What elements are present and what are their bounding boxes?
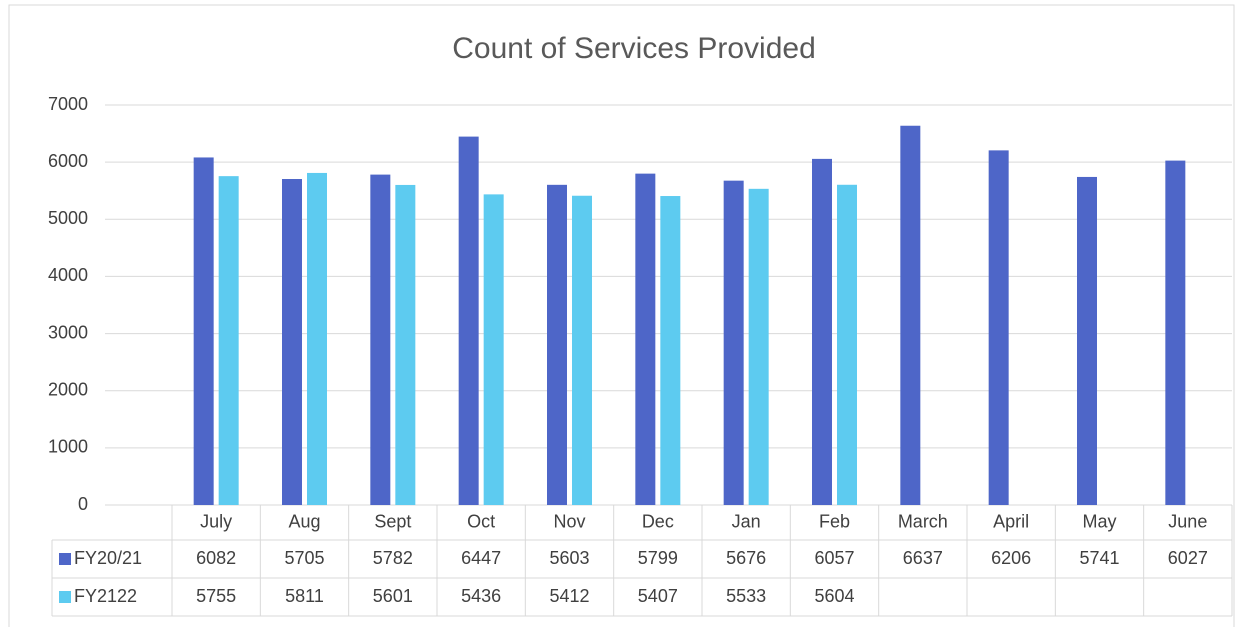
x-tick-label: Sept	[374, 511, 411, 531]
bar	[218, 176, 239, 505]
bar	[812, 158, 832, 505]
y-tick-label: 4000	[48, 265, 88, 285]
table-value: 6637	[903, 548, 943, 568]
bar	[483, 194, 504, 505]
bar	[1077, 176, 1097, 505]
table-value: 5755	[196, 586, 236, 606]
bar	[193, 157, 214, 505]
bar	[307, 172, 327, 505]
x-tick-label: June	[1168, 511, 1207, 531]
bar	[395, 184, 416, 505]
table-value: 5741	[1079, 548, 1119, 568]
bar	[547, 184, 567, 506]
bar	[370, 174, 391, 505]
y-tick-label: 0	[78, 494, 88, 514]
table-value: 5799	[638, 548, 678, 568]
table-value: 5782	[373, 548, 413, 568]
x-tick-label: July	[200, 511, 232, 531]
table-value: 5604	[814, 586, 854, 606]
bar	[837, 184, 857, 505]
y-tick-label: 1000	[48, 437, 88, 457]
chart-border	[8, 4, 1235, 627]
legend-key	[59, 591, 71, 603]
bar	[748, 188, 769, 506]
bar	[1165, 160, 1186, 505]
x-tick-label: Dec	[642, 511, 674, 531]
table-value: 6027	[1168, 548, 1208, 568]
legend-key	[59, 553, 71, 565]
table-value: 5603	[549, 548, 589, 568]
x-tick-label: Nov	[553, 511, 585, 531]
table-value: 5407	[638, 586, 678, 606]
table-value: 6082	[196, 548, 236, 568]
bar	[900, 125, 921, 505]
table-value: 5412	[549, 586, 589, 606]
x-tick-label: Jan	[732, 511, 761, 531]
table-value: 5436	[461, 586, 501, 606]
table-value: 5601	[373, 586, 413, 606]
bar	[988, 150, 1009, 505]
y-tick-label: 6000	[48, 151, 88, 171]
bar	[723, 180, 744, 505]
y-tick-label: 7000	[48, 94, 88, 114]
x-tick-label: April	[993, 511, 1029, 531]
chart-title: Count of Services Provided	[452, 32, 816, 65]
y-tick-label: 2000	[48, 379, 88, 399]
legend-label: FY2122	[74, 586, 137, 606]
table-value: 5811	[285, 586, 324, 606]
x-tick-label: Feb	[819, 511, 850, 531]
y-tick-label: 5000	[48, 208, 88, 228]
table-value: 6057	[814, 548, 854, 568]
table-value: 5705	[284, 548, 324, 568]
x-tick-label: Aug	[288, 511, 320, 531]
table-value: 5676	[726, 548, 766, 568]
x-tick-label: Oct	[467, 511, 495, 531]
bar	[635, 173, 656, 505]
bar	[572, 195, 592, 505]
bar	[458, 136, 479, 505]
y-tick-label: 3000	[48, 322, 88, 342]
legend-label: FY20/21	[74, 548, 142, 568]
x-tick-label: May	[1082, 511, 1116, 531]
table-value: 5533	[726, 586, 766, 606]
table-value: 6206	[991, 548, 1031, 568]
bar	[660, 196, 681, 505]
bar	[282, 179, 302, 505]
table-value: 6447	[461, 548, 501, 568]
x-tick-label: March	[898, 511, 948, 531]
